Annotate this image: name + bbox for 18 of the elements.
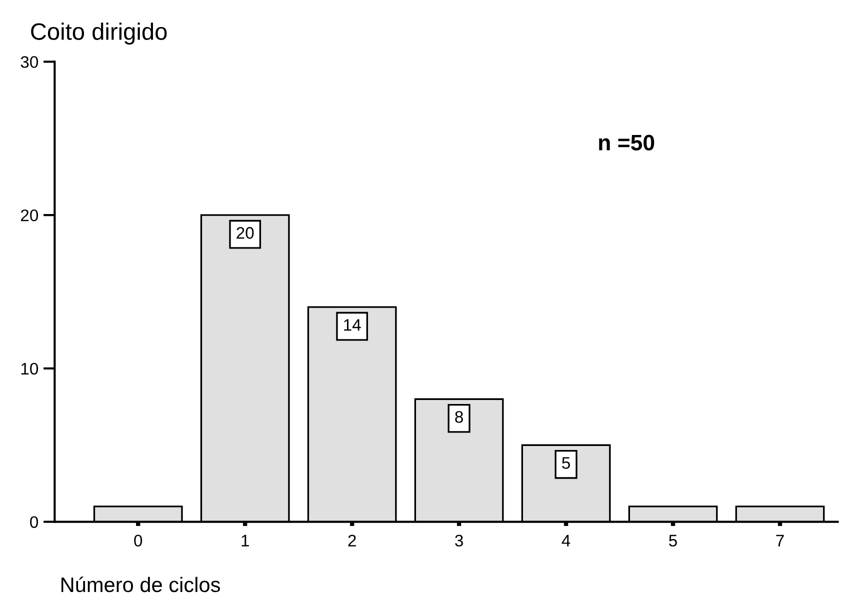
- x-tick-label: 3: [455, 534, 463, 547]
- x-tick-label: 4: [562, 534, 570, 546]
- y-tick-label: 30: [20, 56, 38, 68]
- x-tick-label: 0: [134, 534, 142, 547]
- x-tick-label: 2: [348, 534, 356, 546]
- chart-title: Coito dirigido: [31, 22, 167, 45]
- x-axis-title: Número de ciclos: [61, 576, 220, 592]
- data-label: 14: [344, 319, 361, 331]
- y-tick-label: 20: [20, 209, 38, 222]
- annotation: n =50: [599, 134, 654, 150]
- x-tick-label: 1: [242, 534, 249, 546]
- x-tick-label: 5: [669, 534, 677, 547]
- y-tick-label: 10: [21, 362, 38, 375]
- data-label: 5: [562, 457, 570, 469]
- data-label: 20: [236, 227, 254, 239]
- y-tick-label: 0: [30, 516, 38, 528]
- x-tick-label: 7: [776, 534, 784, 546]
- data-label: 8: [455, 411, 463, 423]
